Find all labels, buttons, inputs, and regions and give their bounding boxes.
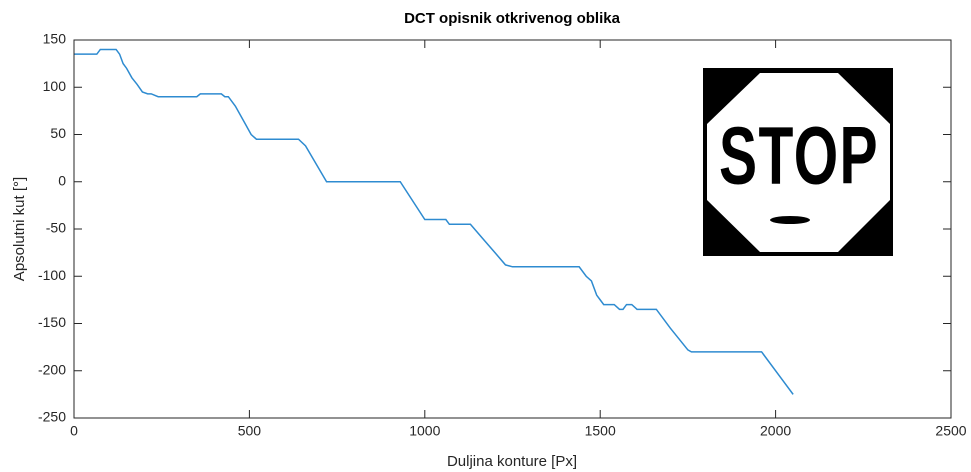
x-tick-label: 2500 bbox=[935, 423, 966, 439]
y-axis-label: Apsolutni kut [°] bbox=[11, 177, 28, 281]
x-axis-label: Duljina konture [Px] bbox=[447, 453, 577, 470]
y-tick-label: 0 bbox=[58, 172, 66, 188]
chart-title: DCT opisnik otkrivenog oblika bbox=[404, 10, 621, 27]
x-tick-label: 1500 bbox=[585, 423, 616, 439]
chart: DCT opisnik otkrivenog oblika Duljina ko… bbox=[0, 0, 971, 472]
y-tick-label: -50 bbox=[46, 220, 66, 236]
x-tick-label: 1000 bbox=[409, 423, 440, 439]
y-tick-label: -250 bbox=[38, 409, 66, 425]
inset-mark bbox=[770, 216, 810, 224]
x-tick-label: 0 bbox=[70, 423, 78, 439]
y-tick-label: -100 bbox=[38, 267, 66, 283]
inset-image: STOP bbox=[703, 68, 893, 256]
y-tick-label: 150 bbox=[43, 31, 67, 47]
y-tick-label: -200 bbox=[38, 361, 66, 377]
y-tick-label: 100 bbox=[43, 78, 67, 94]
y-tick-label: 50 bbox=[50, 125, 66, 141]
x-tick-label: 2000 bbox=[760, 423, 791, 439]
inset-text: STOP bbox=[719, 111, 879, 202]
y-tick-label: -150 bbox=[38, 314, 66, 330]
x-tick-label: 500 bbox=[238, 423, 262, 439]
